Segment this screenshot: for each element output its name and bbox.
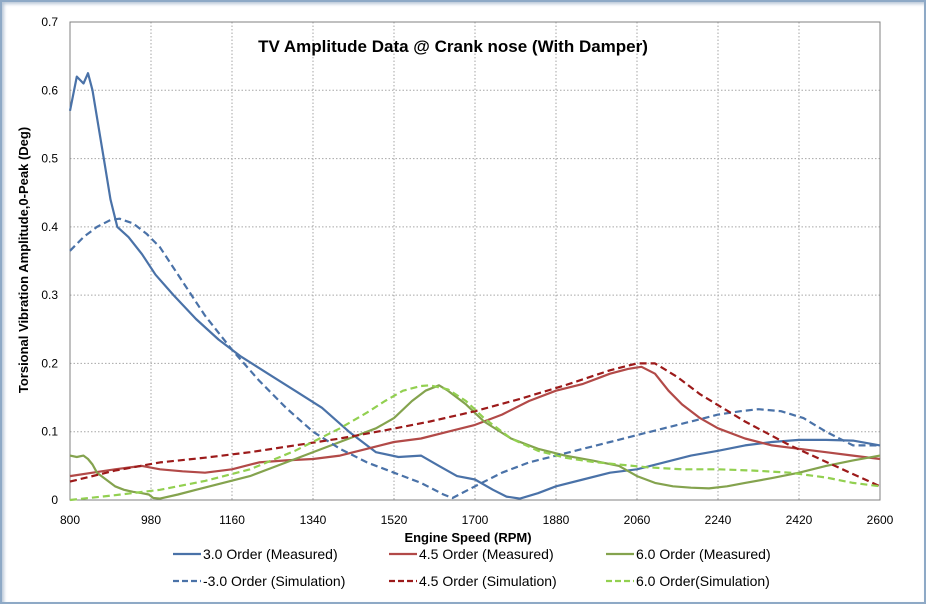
y-tick-label: 0.3 [41, 288, 58, 302]
legend-entry: 6.0 Order (Measured) [636, 546, 771, 562]
series-line-3 [69, 384, 881, 500]
series-line-5 [69, 362, 881, 488]
y-tick-label: 0.2 [41, 356, 58, 370]
x-tick-label: 2420 [786, 513, 813, 527]
legend: 3.0 Order (Measured) 4.5 Order (Measured)… [173, 546, 771, 589]
legend-entry: -3.0 Order (Simulation) [203, 573, 345, 589]
y-tick-label: 0.5 [41, 152, 58, 166]
legend-entry: 3.0 Order (Measured) [203, 546, 338, 562]
x-tick-label: 980 [141, 513, 161, 527]
x-tick-label: 2240 [705, 513, 732, 527]
series-line-2 [69, 365, 881, 478]
x-tick-label: 2600 [867, 513, 894, 527]
y-tick-label: 0.6 [41, 83, 58, 97]
plot-area [69, 21, 881, 501]
series-line-4 [69, 217, 880, 500]
series-line-1 [68, 72, 881, 500]
chart-title: TV Amplitude Data @ Crank nose (With Dam… [258, 37, 648, 56]
y-tick-label: 0.7 [41, 15, 58, 29]
y-axis-title: Torsional Vibration Amplitude,0-Peak (De… [16, 127, 31, 393]
legend-entry: 4.5 Order (Measured) [419, 546, 554, 562]
x-tick-label: 1700 [462, 513, 489, 527]
y-tick-label: 0.1 [41, 425, 58, 439]
y-tick-label: 0 [51, 493, 58, 507]
legend-entry: 4.5 Order (Simulation) [419, 573, 557, 589]
x-tick-label: 800 [60, 513, 80, 527]
x-tick-label: 2060 [624, 513, 651, 527]
y-tick-label: 0.4 [41, 220, 58, 234]
x-tick-label: 1340 [300, 513, 327, 527]
legend-entry: 6.0 Order(Simulation) [636, 573, 770, 589]
x-tick-label: 1160 [219, 513, 245, 527]
x-tick-label: 1520 [381, 513, 408, 527]
grid-lines [70, 21, 880, 500]
x-tick-label: 1880 [543, 513, 570, 527]
series-line-6 [69, 384, 881, 502]
tick-labels: 800 980 1160 1340 1520 1700 1880 2060 2240 2420 26… [41, 15, 893, 527]
series-layer [68, 72, 881, 502]
x-axis-title: Engine Speed (RPM) [404, 530, 531, 545]
